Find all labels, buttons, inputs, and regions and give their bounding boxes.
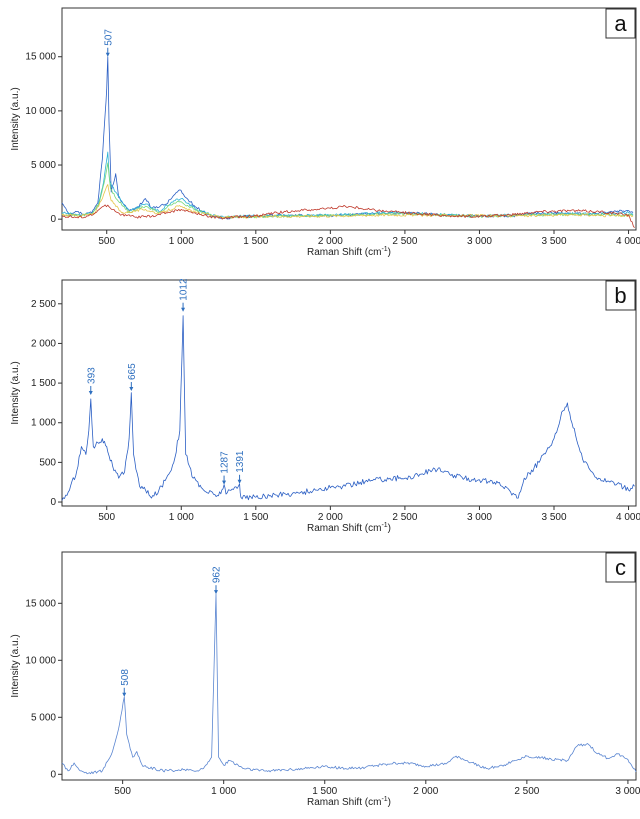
y-tick-label: 2 500 [31, 299, 56, 310]
x-tick-label: 3 000 [467, 512, 492, 523]
x-tick-label: 1 000 [211, 786, 236, 797]
x-tick-label: 2 500 [392, 236, 417, 247]
peak-arrow [129, 387, 134, 392]
chart-panel-b: 500 1 000 1 500 2 000 2 500 3 000 3 500 4 000 0 5… [0, 268, 640, 540]
peak-label: 1012 [179, 278, 190, 301]
chart-panel-c: 500 1 000 1 500 2 000 2 500 3 000 0 5 000 10 000… [0, 540, 640, 814]
x-tick-label: 500 [98, 512, 115, 523]
peak-arrow [181, 307, 186, 312]
y-tick-label: 10 000 [25, 655, 56, 666]
peak-label: 508 [120, 669, 131, 686]
x-tick-label: 2 500 [514, 786, 539, 797]
x-tick-label: 3 500 [541, 236, 566, 247]
y-tick-label: 0 [50, 769, 56, 780]
y-tick-label: 5 000 [31, 712, 56, 723]
x-tick-label: 1 000 [169, 236, 194, 247]
spectrum-line [61, 204, 635, 229]
spectrum-line [61, 315, 635, 501]
spectrum-line [61, 593, 637, 775]
y-tick-label: 1 500 [31, 378, 56, 389]
spectrum-line [61, 162, 634, 219]
chart-panel-a: 500 1 000 1 500 2 000 2 500 3 000 3 500 4 000 0 5… [0, 0, 640, 268]
peak-label: 507 [103, 29, 114, 46]
x-tick-label: 3 000 [467, 236, 492, 247]
x-tick-label: 500 [114, 786, 131, 797]
raman-chart-a: 500 1 000 1 500 2 000 2 500 3 000 3 500 4 000 0 5… [10, 7, 640, 258]
y-tick-label: 0 [50, 214, 56, 225]
peak-arrow [122, 692, 127, 697]
plot-frame [61, 279, 637, 507]
x-tick-label: 4 000 [616, 236, 640, 247]
panel-label: c [615, 555, 626, 580]
y-tick-label: 0 [50, 497, 56, 508]
peak-arrow [88, 390, 93, 395]
peak-label: 665 [127, 363, 138, 380]
peak-arrow [237, 479, 242, 484]
x-tick-label: 1 000 [169, 512, 194, 523]
peak-arrow [214, 590, 219, 595]
x-tick-label: 1 500 [243, 512, 268, 523]
y-tick-label: 2 000 [31, 338, 56, 349]
spectrum-line [61, 184, 634, 219]
spectrum-line [61, 151, 634, 219]
y-axis-label: Intensity (a.u.) [10, 361, 21, 424]
x-tick-label: 500 [98, 236, 115, 247]
spectrum-line [61, 56, 634, 220]
y-tick-label: 15 000 [25, 598, 56, 609]
x-axis-label: Raman Shift (cm-1) [307, 246, 391, 258]
x-tick-label: 2 000 [318, 236, 343, 247]
plot-frame [61, 7, 637, 231]
peak-label: 1287 [220, 451, 231, 474]
peak-label: 962 [212, 566, 223, 583]
y-tick-label: 5 000 [31, 160, 56, 171]
panel-label-box [605, 8, 636, 39]
panel-label-box [605, 552, 636, 583]
peak-label: 393 [86, 367, 97, 384]
panel-label: b [614, 283, 626, 308]
plot-frame [61, 551, 637, 781]
x-tick-label: 3 000 [615, 786, 640, 797]
peak-arrow [105, 52, 110, 57]
x-tick-label: 4 000 [616, 512, 640, 523]
peak-arrow [222, 480, 227, 485]
panel-label-box [605, 280, 636, 311]
y-tick-label: 1 000 [31, 418, 56, 429]
x-tick-label: 2 000 [318, 512, 343, 523]
x-tick-label: 2 500 [392, 512, 417, 523]
x-tick-label: 3 500 [541, 512, 566, 523]
y-tick-label: 500 [39, 457, 56, 468]
x-axis-label: Raman Shift (cm-1) [307, 796, 391, 808]
y-axis-label: Intensity (a.u.) [10, 87, 21, 150]
peak-label: 1391 [235, 450, 246, 473]
y-axis-label: Intensity (a.u.) [10, 634, 21, 697]
x-axis-label: Raman Shift (cm-1) [307, 522, 391, 534]
panel-label: a [614, 11, 627, 36]
x-tick-label: 1 500 [312, 786, 337, 797]
raman-chart-b: 500 1 000 1 500 2 000 2 500 3 000 3 500 4 000 0 5… [10, 278, 640, 534]
y-tick-label: 10 000 [25, 106, 56, 117]
y-tick-label: 15 000 [25, 52, 56, 63]
x-tick-label: 2 000 [413, 786, 438, 797]
x-tick-label: 1 500 [243, 236, 268, 247]
raman-chart-c: 500 1 000 1 500 2 000 2 500 3 000 0 5 000 10 000… [10, 551, 640, 808]
